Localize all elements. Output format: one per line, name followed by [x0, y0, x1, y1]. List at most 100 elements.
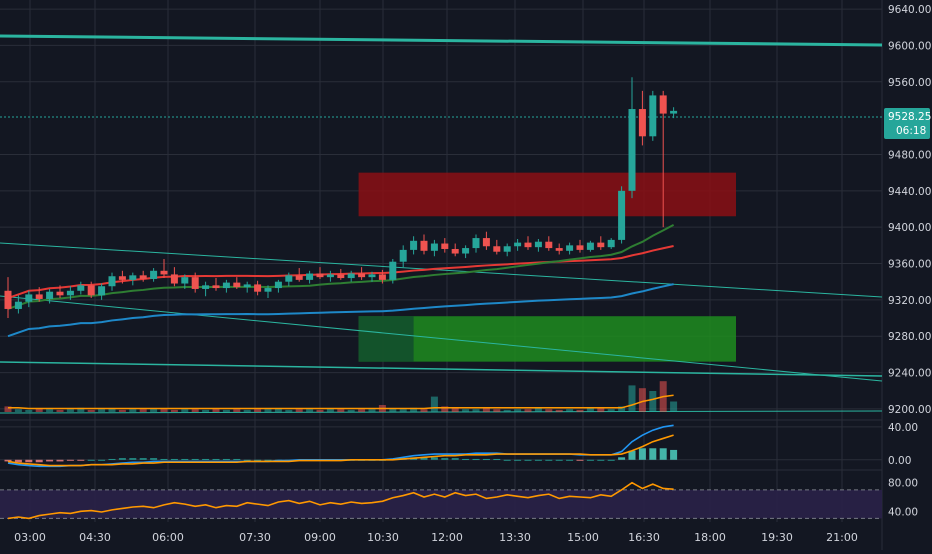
macd-signal-line — [7, 434, 674, 467]
volume-bar — [430, 396, 438, 412]
volume-bar — [524, 409, 532, 412]
price-tick-label: 9480.00 — [888, 149, 931, 161]
volume-bar — [566, 409, 574, 412]
time-tick-label: 18:00 — [694, 531, 726, 544]
volume-bar — [46, 409, 54, 412]
macd-hist-bar — [87, 459, 95, 461]
descending-trendline — [0, 242, 883, 298]
price-tick-label: 9240.00 — [888, 368, 931, 380]
volume-bar — [139, 409, 147, 412]
volume-bar — [368, 409, 376, 412]
candle-body — [264, 288, 272, 292]
candle-body — [420, 240, 428, 251]
rsi-pane[interactable] — [0, 481, 882, 520]
candle-body — [285, 275, 293, 282]
candle-body — [347, 273, 355, 279]
candle-body — [150, 270, 158, 279]
rsi-tick-label: 80.00 — [888, 478, 918, 490]
trendlines — [0, 34, 883, 414]
candle-body — [274, 281, 282, 289]
macd-hist-bar — [597, 459, 605, 461]
upper-trendline — [0, 34, 883, 47]
macd-pane[interactable] — [0, 424, 882, 468]
time-axis[interactable]: 03:00 04:30 06:00 07:30 09:00 10:30 12:00 13:30… — [14, 531, 858, 544]
last-price-badge — [884, 108, 930, 139]
volume-bar — [56, 409, 64, 412]
time-tick-label: 19:30 — [761, 531, 793, 544]
candle-body — [576, 245, 584, 250]
base-trendline — [0, 410, 883, 414]
time-tick-label: 10:30 — [367, 531, 399, 544]
time-tick-label: 16:30 — [628, 531, 660, 544]
volume-bar — [670, 401, 678, 412]
countdown-label: 06:18 — [896, 125, 926, 137]
moving-average-blue — [7, 283, 674, 338]
macd-hist-bar — [118, 458, 126, 460]
candle-body — [222, 282, 230, 289]
candle-body — [462, 248, 470, 254]
price-tick-label: 9200.00 — [888, 404, 931, 416]
candle-body — [306, 273, 314, 280]
macd-hist-bar — [181, 458, 189, 460]
volume-ma-line — [8, 394, 674, 410]
candle-body — [618, 190, 626, 240]
volume-bar — [472, 409, 480, 412]
time-tick-label: 13:30 — [499, 531, 531, 544]
macd-hist-bar — [555, 459, 563, 461]
candle-body — [191, 277, 199, 289]
time-tick-label: 06:00 — [152, 531, 184, 544]
candle-body — [337, 274, 345, 279]
volume-bar — [87, 409, 95, 412]
time-tick-label: 09:00 — [304, 531, 336, 544]
candle-body — [326, 274, 334, 278]
volume-bar — [607, 409, 615, 412]
resistance-zone — [358, 172, 736, 217]
candle-body — [545, 241, 553, 249]
candle-body — [514, 242, 522, 247]
time-tick-label: 12:00 — [431, 531, 463, 544]
candle-body — [98, 286, 106, 296]
macd-hist-bar — [4, 459, 12, 462]
volume-bar — [514, 409, 522, 412]
volume-bar — [493, 409, 501, 412]
volume-bar — [4, 406, 12, 412]
volume-bar — [503, 409, 511, 412]
candle-body — [108, 276, 116, 287]
candle-body — [46, 291, 54, 299]
macd-hist-bar — [98, 459, 106, 461]
macd-hist-bar — [212, 458, 220, 460]
last-price-label: 9528.25 — [888, 111, 931, 123]
macd-hist-bar — [222, 458, 230, 460]
volume-bar — [399, 409, 407, 412]
macd-hist-bar — [46, 459, 54, 462]
candlesticks[interactable] — [4, 77, 678, 319]
lower-trendline — [0, 295, 883, 382]
rsi-tick-label: 40.00 — [888, 506, 918, 518]
support-zone — [358, 316, 736, 362]
volume-bar — [534, 407, 542, 412]
volume-bar — [389, 408, 397, 412]
volume-bar — [597, 407, 605, 412]
candle-body — [389, 261, 397, 280]
volume-bar — [441, 406, 449, 412]
candle-body — [14, 301, 22, 309]
volume-bar — [410, 407, 418, 412]
candle-body — [638, 109, 646, 137]
macd-hist-bar — [566, 459, 574, 461]
macd-hist-bar — [482, 458, 490, 460]
macd-hist-bar — [108, 458, 116, 460]
candle-body — [566, 245, 574, 251]
macd-hist-bar — [129, 458, 137, 460]
candle-body — [597, 242, 605, 248]
volume-bar — [264, 409, 272, 412]
time-tick-label: 21:00 — [826, 531, 858, 544]
candle-body — [607, 239, 615, 248]
volume-bar — [254, 409, 262, 412]
price-axis[interactable]: 9640.00 9600.00 9560.00 9480.00 9440.00 9400.… — [888, 4, 931, 518]
candle-body — [181, 277, 189, 284]
candle-body — [35, 294, 43, 299]
volume-bar — [118, 409, 126, 412]
